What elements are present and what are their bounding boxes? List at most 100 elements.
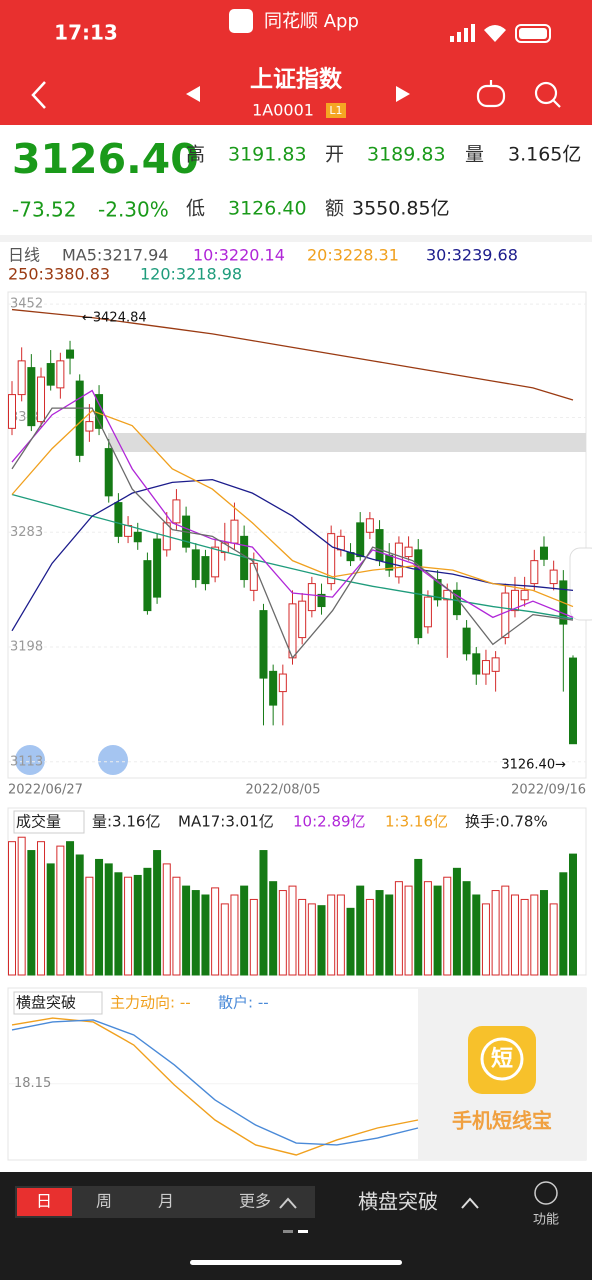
y-tick-label: 3198 [10, 640, 43, 655]
tab[interactable]: 月 [158, 1192, 174, 1211]
tab[interactable]: 更多 [239, 1192, 271, 1211]
expand-button[interactable] [98, 745, 128, 775]
page-dot [283, 1230, 293, 1233]
tab-selected[interactable] [17, 1188, 72, 1216]
candle-body [336, 535, 345, 551]
candle-body [375, 529, 384, 562]
search-icon[interactable] [534, 81, 561, 108]
volume-bar [288, 885, 297, 976]
volume-bar [569, 853, 577, 976]
volume-bar [423, 881, 432, 976]
separator [0, 235, 592, 242]
candle-body [491, 657, 500, 672]
highlight-band [108, 433, 586, 452]
prev-index[interactable] [186, 86, 200, 102]
value: 3189.83 [367, 144, 446, 166]
candle-body [191, 549, 200, 581]
volume-bar [539, 890, 548, 976]
volume-bar [298, 898, 307, 976]
label: 额 [325, 198, 344, 220]
status-app: 同花顺 App [264, 11, 359, 32]
candle-body [66, 349, 75, 359]
candle-body [153, 538, 162, 598]
volume-bar [240, 885, 249, 976]
volume-bar [211, 887, 220, 976]
candle-body [443, 589, 452, 601]
candle-body [259, 610, 268, 679]
indicator-select[interactable]: 横盘突破 [358, 1190, 438, 1214]
volume-bar [162, 863, 171, 976]
volume-bar [510, 894, 519, 976]
volume-bar [317, 905, 326, 976]
volume-bar [472, 894, 481, 976]
candle-body [307, 583, 316, 612]
label: 高 [186, 144, 205, 166]
volume-bar [8, 841, 16, 976]
volume-bar [375, 890, 384, 976]
legend-item: MA17:3.01亿 [178, 813, 274, 831]
volume-bar [85, 876, 94, 976]
page-dot [298, 1230, 308, 1233]
badge-bg [326, 103, 346, 118]
candle-body [37, 376, 46, 423]
candle-body [356, 522, 365, 558]
candle-body [404, 546, 413, 558]
candle-body [124, 525, 133, 537]
tab[interactable]: 周 [96, 1192, 112, 1211]
volume-bar [104, 863, 113, 976]
volume-bar [549, 903, 558, 976]
nav-badge: L1 [329, 104, 342, 117]
candle-body [17, 360, 26, 396]
label: 量 [465, 144, 484, 166]
x-tick-label: 2022/06/27 [8, 783, 83, 798]
value: 3.165亿 [508, 144, 581, 166]
legend-item: 成交量 [16, 813, 61, 831]
candle-body [327, 533, 336, 585]
value: 3126.40 [228, 198, 307, 220]
volume-bar [336, 894, 345, 976]
next-index[interactable] [396, 86, 410, 102]
candle-body [114, 502, 123, 537]
side-tab[interactable] [569, 547, 592, 621]
volume-bar [269, 881, 278, 976]
volume-bar [191, 890, 200, 976]
volume-bar [230, 894, 239, 976]
function-icon[interactable] [534, 1181, 558, 1205]
volume-bar [385, 894, 394, 976]
value: 3191.83 [228, 144, 307, 166]
indicator-line [11, 1019, 419, 1146]
nav-code: 1A0001 [252, 101, 314, 120]
candle-body [317, 593, 326, 608]
label: 开 [325, 144, 344, 166]
x-tick-label: 2022/09/16 [511, 783, 586, 798]
back-button[interactable] [31, 81, 46, 109]
volume-bar [27, 850, 36, 976]
ma-line [11, 407, 574, 660]
candle-body [481, 660, 490, 675]
candle-body [201, 556, 210, 585]
candle-body [46, 363, 55, 386]
draw-button[interactable] [15, 745, 45, 775]
candle-body [423, 596, 432, 628]
ad-icon[interactable] [468, 1026, 536, 1094]
nav-title: 上证指数 [250, 67, 343, 93]
volume-bar [75, 854, 84, 976]
y-tick-label: 3113 [10, 754, 43, 769]
volume-bar [346, 907, 355, 976]
volume-bar [452, 867, 461, 976]
volume-bar [307, 903, 316, 976]
candle-body [278, 673, 287, 693]
robot-icon[interactable] [476, 80, 506, 108]
tab[interactable]: 日 [36, 1192, 52, 1211]
volume-bar [37, 841, 46, 976]
volume-bar [520, 898, 529, 976]
legend-item: 换手:0.78% [465, 813, 548, 831]
value: 3550.85亿 [352, 198, 450, 220]
ad-text: 手机短线宝 [452, 1109, 552, 1133]
ma-line [11, 478, 574, 632]
wifi-icon [484, 25, 506, 42]
indicator-chevron [461, 1197, 479, 1209]
candle-body [520, 589, 529, 601]
function-label[interactable]: 功能 [533, 1213, 559, 1228]
